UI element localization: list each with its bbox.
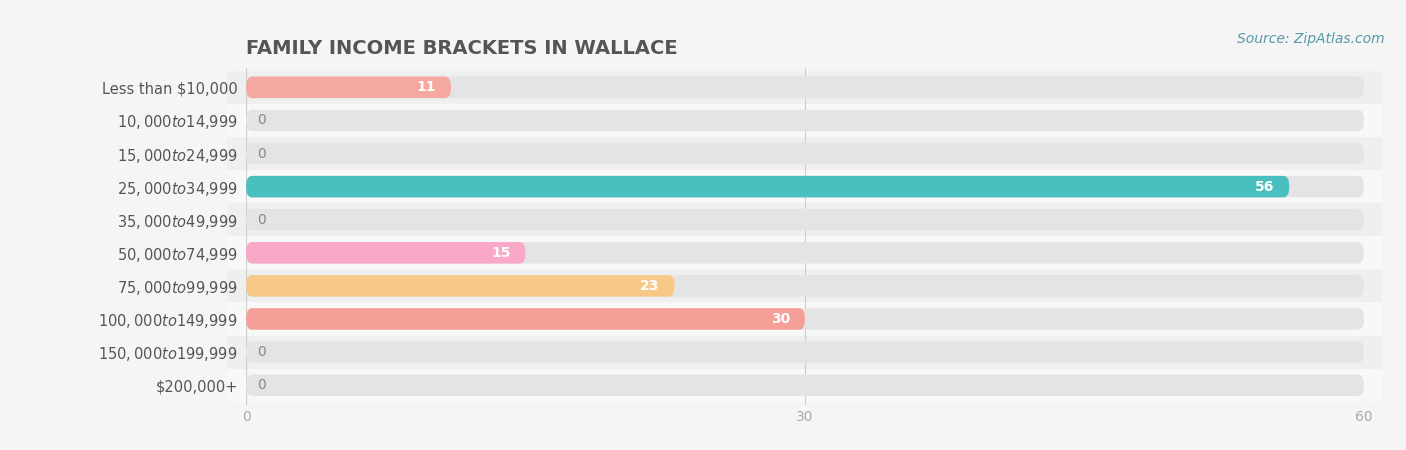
FancyBboxPatch shape <box>246 374 1364 396</box>
FancyBboxPatch shape <box>246 275 675 297</box>
Text: 23: 23 <box>640 279 659 293</box>
FancyBboxPatch shape <box>246 275 1364 297</box>
FancyBboxPatch shape <box>246 76 1364 98</box>
Text: Source: ZipAtlas.com: Source: ZipAtlas.com <box>1237 32 1385 45</box>
FancyBboxPatch shape <box>228 302 1382 336</box>
FancyBboxPatch shape <box>246 176 1289 198</box>
Text: 30: 30 <box>770 312 790 326</box>
FancyBboxPatch shape <box>228 170 1382 203</box>
FancyBboxPatch shape <box>246 76 451 98</box>
Text: 0: 0 <box>257 113 266 127</box>
Text: 0: 0 <box>257 213 266 227</box>
FancyBboxPatch shape <box>246 176 1364 198</box>
FancyBboxPatch shape <box>246 209 1364 230</box>
FancyBboxPatch shape <box>228 203 1382 236</box>
FancyBboxPatch shape <box>246 242 1364 264</box>
FancyBboxPatch shape <box>228 270 1382 302</box>
FancyBboxPatch shape <box>228 137 1382 170</box>
Text: 0: 0 <box>257 147 266 161</box>
Text: 11: 11 <box>416 81 436 94</box>
FancyBboxPatch shape <box>228 71 1382 104</box>
FancyBboxPatch shape <box>228 104 1382 137</box>
FancyBboxPatch shape <box>228 336 1382 369</box>
FancyBboxPatch shape <box>246 308 804 330</box>
FancyBboxPatch shape <box>246 242 526 264</box>
Text: 0: 0 <box>257 345 266 359</box>
Text: 56: 56 <box>1256 180 1274 194</box>
FancyBboxPatch shape <box>246 308 1364 330</box>
Text: 15: 15 <box>491 246 510 260</box>
Text: FAMILY INCOME BRACKETS IN WALLACE: FAMILY INCOME BRACKETS IN WALLACE <box>246 39 678 58</box>
FancyBboxPatch shape <box>228 236 1382 270</box>
FancyBboxPatch shape <box>246 143 1364 164</box>
FancyBboxPatch shape <box>246 341 1364 363</box>
Text: 0: 0 <box>257 378 266 392</box>
FancyBboxPatch shape <box>228 369 1382 402</box>
FancyBboxPatch shape <box>246 110 1364 131</box>
